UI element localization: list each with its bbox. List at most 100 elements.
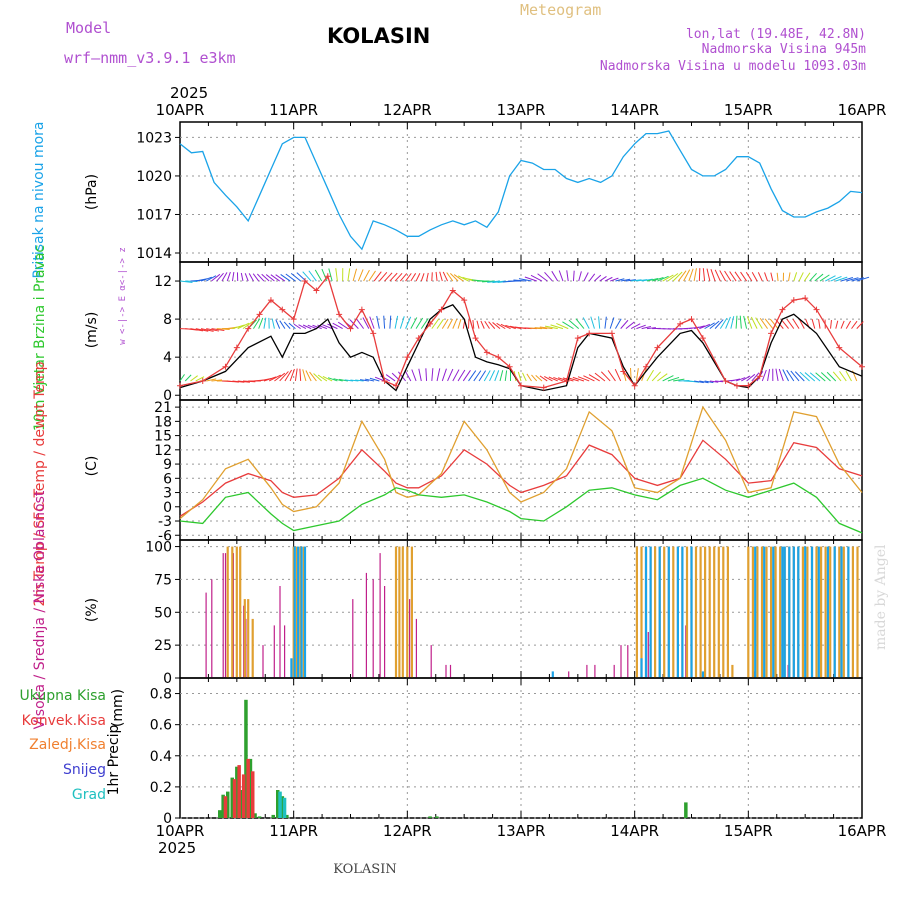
wind-arrow — [798, 318, 805, 329]
wind-arrow — [322, 376, 333, 382]
wind-arrow — [683, 269, 691, 282]
ytick-label-pressure: 1023 — [136, 130, 172, 146]
wind-arrow — [482, 280, 495, 283]
wind-arrow — [839, 371, 847, 382]
wind-arrow — [790, 370, 800, 382]
xtick-label-top: 12APR — [383, 101, 432, 119]
bar-niska-oblacnost — [352, 599, 354, 678]
wind-arrow — [607, 370, 616, 382]
legend-hail: Grad — [72, 787, 106, 803]
wind-arrow — [715, 380, 724, 383]
bar-srednja-oblacnost — [401, 546, 404, 678]
wind-arrow — [216, 272, 224, 282]
bar-visoka-oblacnost — [783, 546, 786, 678]
bar-visoka-oblacnost — [833, 546, 836, 678]
credit-text: made by Angel — [873, 544, 889, 650]
gust-marker — [654, 344, 661, 351]
wind-arrow — [431, 318, 440, 329]
wind-arrow — [814, 273, 824, 282]
bar-visoka-oblacnost — [763, 546, 766, 678]
wind-arrow — [363, 269, 370, 282]
wind-arrow — [349, 319, 359, 329]
wind-arrow — [436, 368, 441, 382]
wind-arrow — [184, 374, 192, 382]
xtick-label-bottom: 15APR — [724, 822, 773, 840]
wind-arrow — [399, 316, 405, 329]
wind-arrow — [505, 324, 516, 330]
ytick-label-cloud: 100 — [145, 540, 172, 556]
temp-ylabel: (C) — [84, 456, 100, 477]
bar-visoka-oblacnost — [297, 546, 300, 678]
gust-marker — [449, 287, 456, 294]
wind-arrow — [195, 328, 209, 332]
wind-ylabel: (m/s) — [84, 312, 100, 349]
gust-marker — [586, 330, 593, 337]
bar-srednja-oblacnost — [851, 546, 854, 678]
wind-arrow — [757, 272, 763, 282]
wind-arrow — [566, 270, 569, 282]
bar-srednja-oblacnost — [717, 546, 720, 678]
wind-arrow — [279, 320, 286, 329]
wind-arrow — [410, 273, 417, 282]
wind-arrow — [830, 320, 832, 329]
wind-arrow — [265, 274, 275, 282]
wind-arrow — [362, 317, 370, 329]
xtick-label-bottom: 14APR — [610, 822, 659, 840]
bar-visoka-oblacnost — [658, 546, 661, 678]
wind-arrow — [746, 373, 756, 382]
xtick-label-bottom: 13APR — [497, 822, 546, 840]
ytick-label-temperature: 3 — [163, 486, 172, 502]
wind-arrow — [558, 270, 564, 282]
wind-arrow — [594, 372, 606, 382]
wind-arrow — [357, 269, 364, 282]
wind-arrow — [226, 271, 231, 282]
wind-arrow — [845, 320, 852, 329]
wind-arrow — [359, 379, 369, 382]
wind-arrow — [730, 378, 741, 382]
ytick-label-temperature: 0 — [163, 500, 172, 516]
gust-marker — [608, 330, 615, 337]
wind-arrow — [710, 269, 716, 282]
wind-arrow — [688, 268, 694, 282]
wind-arrow — [258, 317, 264, 329]
bar-ukupna-kisa — [226, 791, 230, 818]
wind-arrow — [780, 319, 789, 329]
ytick-label-pressure: 1017 — [136, 207, 172, 223]
wind-arrow — [369, 316, 375, 329]
wind-arrow — [256, 273, 265, 282]
wind-arrow — [609, 317, 615, 329]
wind-arrow — [449, 273, 459, 282]
wind-arrow — [355, 318, 365, 329]
wind-arrow — [672, 271, 683, 282]
bar-visoka-oblacnost — [644, 546, 648, 678]
wind-arrow — [317, 374, 328, 382]
ytick-label-temperature: 21 — [154, 400, 172, 416]
wind-arrow — [677, 270, 687, 282]
wind-arrow — [840, 320, 845, 329]
gust-marker — [347, 325, 354, 332]
wind-arrow — [764, 272, 769, 282]
wind-arrow — [284, 369, 293, 382]
series-line-gust — [179, 274, 863, 389]
wind-arrow — [352, 268, 358, 282]
wind-arrow — [610, 277, 619, 282]
bar-visoka-oblacnost — [792, 546, 795, 678]
panel-frame-pressure — [179, 121, 863, 263]
wind-arrow — [614, 318, 622, 329]
ytick-label-wind: 12 — [154, 274, 172, 290]
ytick-label-cloud: 75 — [154, 572, 172, 588]
wind-arrow — [473, 370, 482, 382]
wind-arrow — [539, 326, 553, 330]
wind-arrow — [385, 374, 396, 382]
bar-ukupna-kisa — [253, 813, 257, 818]
bar-ukupna-kisa — [244, 699, 248, 818]
plot-area: 101410171020102304812-6-3036912151821025… — [136, 101, 886, 840]
ytick-label-precip: 0 — [163, 811, 172, 827]
wind-arrow — [657, 275, 669, 282]
bar-srednja-oblacnost — [829, 546, 832, 678]
bar-srednja-oblacnost — [226, 546, 229, 678]
series-line-mslp — [179, 130, 863, 251]
wind-arrow — [778, 368, 784, 382]
bar-srednja-oblacnost — [243, 599, 246, 678]
